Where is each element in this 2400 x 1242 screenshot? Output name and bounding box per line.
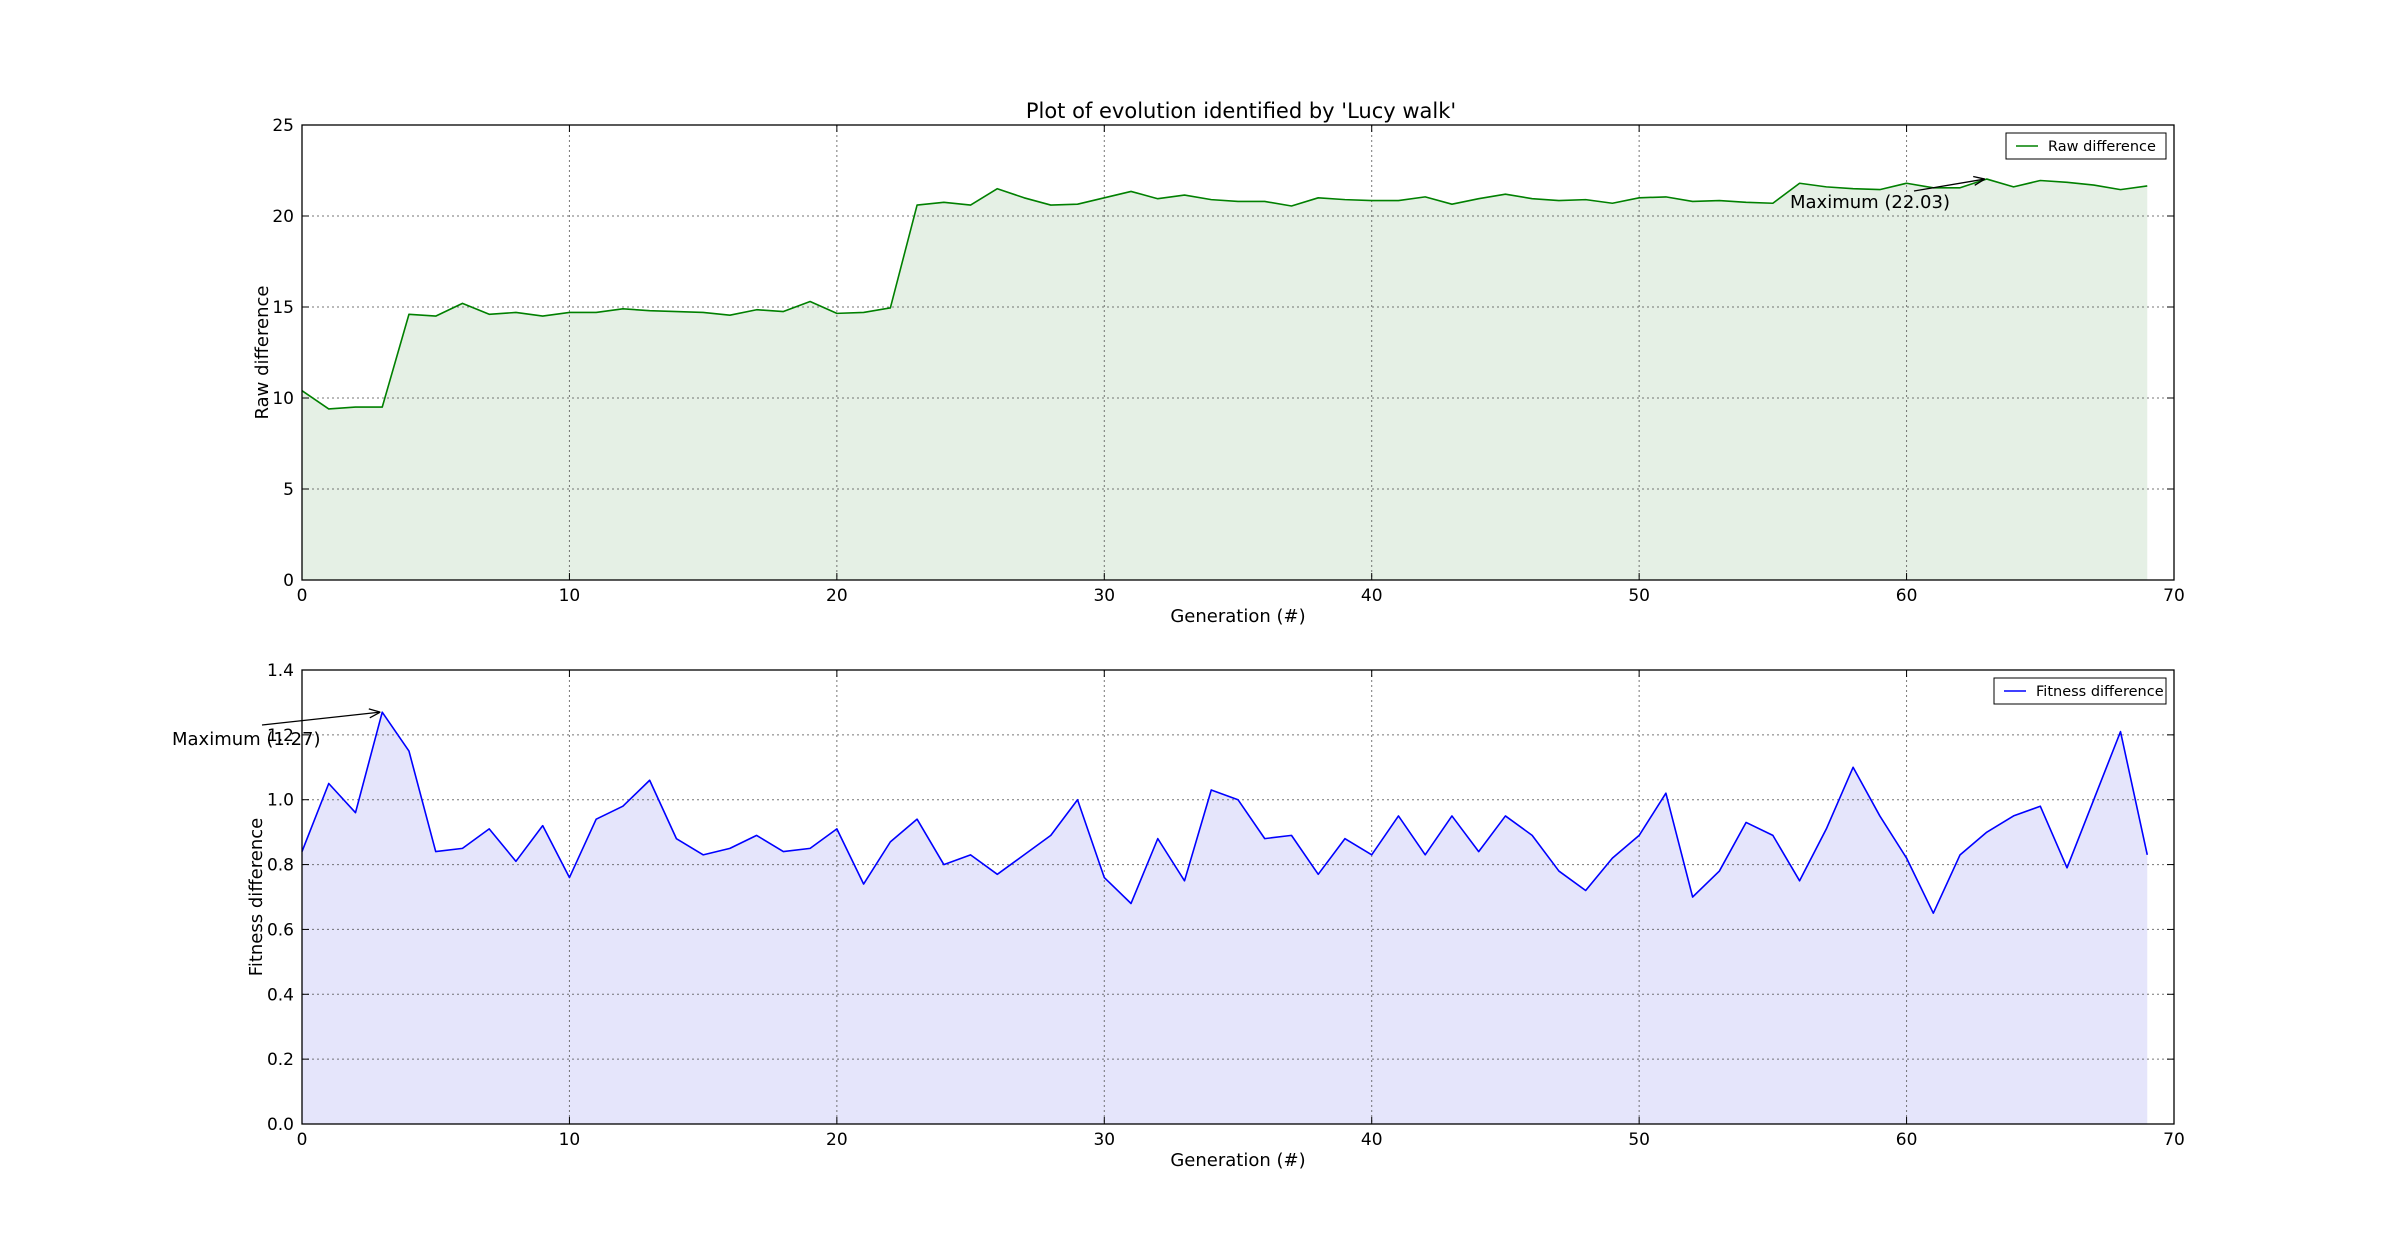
series-area-fill xyxy=(302,712,2148,1124)
x-tick-label: 50 xyxy=(1628,1130,1650,1150)
y-tick-label: 0.4 xyxy=(267,985,294,1005)
y-tick-label: 0.2 xyxy=(267,1050,294,1070)
y-tick-label: 0.8 xyxy=(267,856,294,876)
y-tick-label: 0.0 xyxy=(267,1115,294,1135)
axes-frame xyxy=(301,669,2175,1125)
y-tick-label: 20 xyxy=(272,207,294,227)
x-tick-label: 10 xyxy=(559,586,581,606)
x-tick-label: 30 xyxy=(1093,586,1115,606)
legend-box xyxy=(1993,677,2167,705)
x-tick-label: 60 xyxy=(1896,586,1918,606)
annotation-arrow-head xyxy=(368,708,381,719)
fitness-difference-panel: 0 10 20 30 40 50 60 70 0.0 0.2 0.4 0.6 0.8 1.0 1.2 1.4 G… xyxy=(172,661,2185,1171)
y-tick-label: 15 xyxy=(272,298,294,318)
annotation-arrow-line xyxy=(261,711,381,726)
x-tick-label: 20 xyxy=(826,586,848,606)
y-tick-label: 1.2 xyxy=(267,726,294,746)
x-tick-label: 30 xyxy=(1093,1130,1115,1150)
x-tick-label: 10 xyxy=(559,1130,581,1150)
y-tick-label: 10 xyxy=(272,389,294,409)
x-tick-label: 60 xyxy=(1896,1130,1918,1150)
axes-frame xyxy=(301,124,2175,581)
y-tick-label: 25 xyxy=(272,116,294,136)
x-tick-label: 70 xyxy=(2163,1130,2185,1150)
x-axis-label: Generation (#) xyxy=(1170,1150,1305,1171)
y-tick-label: 1.0 xyxy=(267,791,294,811)
legend-label: Raw difference xyxy=(2048,139,2156,155)
x-tick-label: 0 xyxy=(297,1130,308,1150)
chart-title: Plot of evolution identified by 'Lucy wa… xyxy=(1026,99,1456,123)
x-tick-label: 40 xyxy=(1361,586,1383,606)
series-area-fill xyxy=(302,179,2148,581)
annotation-arrow-head xyxy=(1973,175,1986,186)
y-tick-label: 5 xyxy=(283,480,294,500)
raw-difference-panel: 0 10 20 30 40 50 60 70 0 5 10 15 20 25 Generation (#) R… xyxy=(252,116,2185,627)
x-tick-label: 40 xyxy=(1361,1130,1383,1150)
y-axis-label: Raw difference xyxy=(252,286,273,420)
y-tick-label: 1.4 xyxy=(267,661,294,681)
x-tick-label: 70 xyxy=(2163,586,2185,606)
x-tick-label: 20 xyxy=(826,1130,848,1150)
legend-label: Fitness difference xyxy=(2036,684,2164,700)
annotation-arrow-line xyxy=(1913,178,1985,192)
annotation-label: Maximum (22.03) xyxy=(1790,192,1950,213)
series-line xyxy=(301,711,2149,915)
series-line xyxy=(301,178,2148,410)
x-tick-label: 50 xyxy=(1628,586,1650,606)
y-axis-label: Fitness difference xyxy=(246,818,267,976)
annotation-label: Maximum (1.27) xyxy=(172,729,321,750)
x-tick-label: 0 xyxy=(297,586,308,606)
x-axis-label: Generation (#) xyxy=(1170,606,1305,627)
y-tick-label: 0 xyxy=(283,571,294,591)
y-tick-label: 0.6 xyxy=(267,920,294,940)
